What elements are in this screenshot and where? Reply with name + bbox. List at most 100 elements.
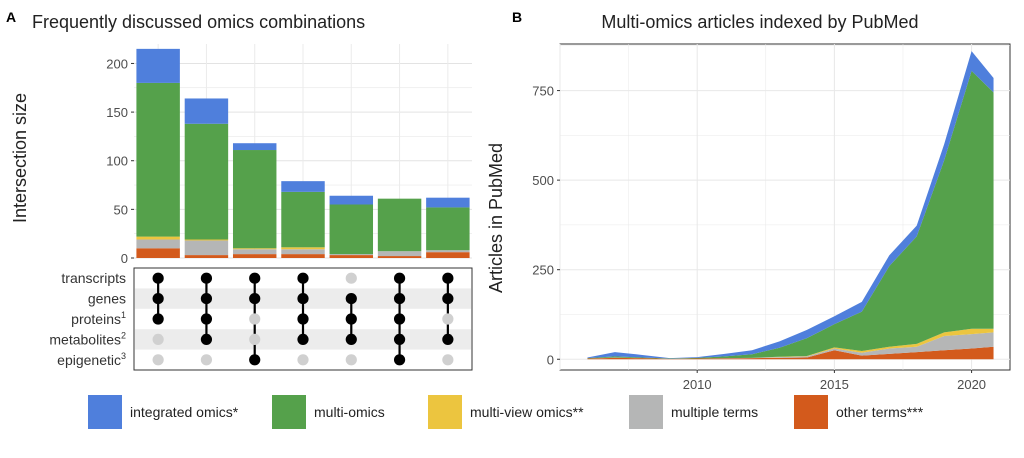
matrix-dot-active — [442, 272, 454, 284]
bar-segment-other — [329, 255, 374, 258]
matrix-dot-active — [393, 354, 406, 366]
matrix-dot-active — [393, 293, 406, 305]
area-xtick-label: 2010 — [683, 377, 712, 392]
matrix-dot-inactive — [297, 354, 309, 366]
matrix-dot-active — [152, 272, 164, 284]
bar-ytick-label: 150 — [106, 105, 128, 120]
matrix-dot-active — [249, 293, 261, 305]
panel-a-ylabel: Intersection size — [10, 93, 30, 223]
matrix-dot-inactive — [345, 354, 357, 366]
bar-segment-integrated — [329, 195, 374, 205]
matrix-dot-active — [297, 333, 309, 345]
bar-segment-integrated — [232, 143, 277, 151]
legend-label: multi-view omics** — [470, 404, 584, 420]
matrix-dot-active — [393, 333, 406, 345]
legend-swatch-multiview — [428, 395, 462, 429]
panel-b-title: Multi-omics articles indexed by PubMed — [601, 12, 918, 32]
bar-segment-other — [281, 254, 325, 258]
bar-segment-multiomics — [426, 207, 470, 251]
set-label-superscript: 2 — [121, 330, 126, 340]
bar-segment-other — [232, 254, 277, 258]
matrix-dot-inactive — [200, 354, 213, 366]
panel-b-label: B — [512, 9, 522, 25]
bar-segment-integrated — [136, 48, 180, 83]
panel-a-label: A — [6, 9, 16, 25]
matrix-dot-active — [152, 313, 164, 325]
bar-segment-multiple — [329, 254, 374, 256]
area-xtick-label: 2015 — [820, 377, 849, 392]
area-series-multiview — [587, 328, 994, 359]
area-ytick-label: 750 — [532, 84, 554, 99]
matrix-dot-active — [200, 293, 213, 305]
bar-segment-multiple — [281, 249, 325, 255]
matrix-dot-active — [345, 333, 357, 345]
area-ytick-label: 250 — [532, 263, 554, 278]
bar-segment-multiple — [232, 249, 277, 255]
bar-ytick-label: 200 — [106, 56, 128, 71]
bar-segment-multiple — [377, 251, 422, 257]
legend-label: integrated omics* — [130, 404, 239, 420]
matrix-dot-inactive — [249, 313, 261, 325]
bar-segment-multiomics — [184, 123, 229, 240]
bar-segment-other — [136, 248, 180, 258]
matrix-dot-inactive — [345, 272, 357, 284]
area-chart-panel: 0 250 500 750 2010 2015 2020 — [532, 43, 1011, 392]
legend-label: other terms*** — [836, 404, 924, 420]
bar-segment-multiview — [184, 239, 229, 241]
bar-segment-multiview — [232, 248, 277, 250]
matrix-dot-active — [249, 354, 261, 366]
bar-segment-integrated — [184, 98, 229, 124]
legend-swatch-integrated — [88, 395, 122, 429]
upset-matrix-panel: transcripts genes proteins1 metabolites2 epi… — [49, 267, 473, 371]
bar-segment-multiple — [184, 240, 229, 256]
matrix-dot-active — [393, 272, 406, 284]
matrix-dot-inactive — [442, 354, 454, 366]
bar-segment-multiview — [281, 247, 325, 250]
matrix-dot-active — [442, 293, 454, 305]
bar-segment-multiomics — [281, 191, 325, 248]
matrix-dot-active — [200, 272, 213, 284]
set-label: metabolites2 — [49, 330, 126, 347]
set-label: proteins1 — [71, 310, 126, 327]
matrix-dot-active — [345, 293, 357, 305]
bar-segment-multiomics — [329, 204, 374, 255]
matrix-dot-active — [393, 313, 406, 325]
bar-segment-integrated — [281, 181, 325, 192]
matrix-dot-active — [297, 313, 309, 325]
matrix-dot-active — [200, 333, 213, 345]
legend: integrated omics* multi-omics multi-view o… — [88, 395, 924, 429]
bar-segment-multiple — [136, 239, 180, 249]
set-label: epigenetic3 — [57, 351, 126, 368]
legend-label: multi-omics — [314, 404, 385, 420]
bar-segment-multiomics — [377, 198, 422, 252]
matrix-dot-active — [345, 313, 357, 325]
matrix-dot-inactive — [152, 333, 164, 345]
matrix-dot-active — [297, 272, 309, 284]
bar-ytick-label: 50 — [114, 202, 128, 217]
bar-ytick-label: 100 — [106, 154, 128, 169]
matrix-dot-inactive — [442, 313, 454, 325]
bar-segment-multiple — [426, 250, 470, 253]
bar-segment-integrated — [426, 197, 470, 208]
upset-bar-panel: 0 50 100 150 200 — [106, 44, 472, 266]
matrix-dot-active — [442, 333, 454, 345]
bar-segment-multiview — [136, 236, 180, 240]
bar-segment-other — [184, 255, 229, 258]
panel-b-ylabel: Articles in PubMed — [486, 143, 506, 293]
matrix-dot-active — [297, 293, 309, 305]
bar-segment-multiomics — [232, 150, 277, 249]
matrix-dot-active — [249, 272, 261, 284]
set-label: transcripts — [61, 270, 126, 286]
matrix-dot-active — [200, 313, 213, 325]
legend-swatch-multiomics — [272, 395, 306, 429]
bar-ytick-label: 0 — [121, 251, 128, 266]
area-xtick-label: 2020 — [957, 377, 986, 392]
legend-swatch-multiple — [629, 395, 663, 429]
bar-segment-other — [377, 256, 422, 258]
area-ytick-label: 500 — [532, 173, 554, 188]
set-label-superscript: 1 — [121, 310, 126, 320]
set-label: genes — [88, 291, 126, 307]
panel-a-title: Frequently discussed omics combinations — [32, 12, 365, 32]
bar-segment-other — [426, 252, 470, 258]
